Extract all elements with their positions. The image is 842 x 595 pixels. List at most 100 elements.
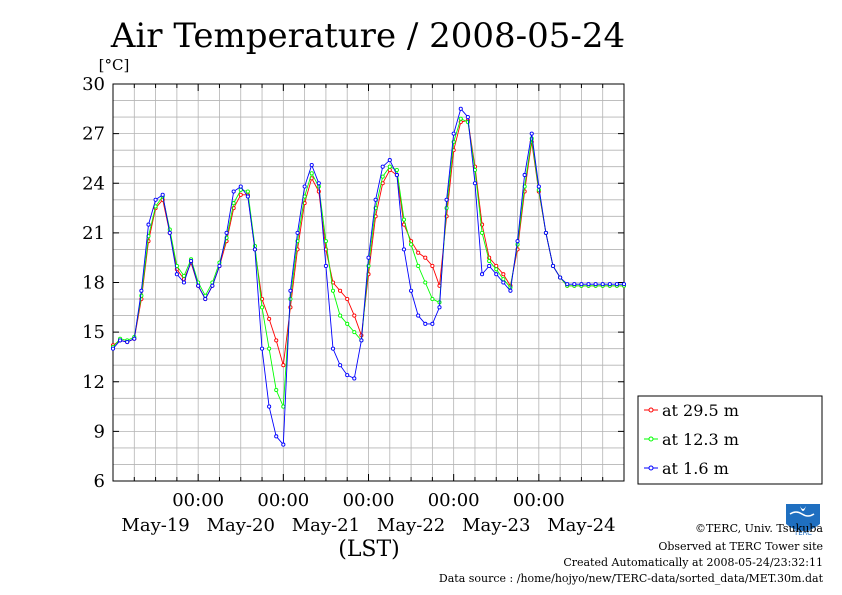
data-point xyxy=(189,258,194,264)
data-point xyxy=(238,192,243,197)
data-point xyxy=(295,230,300,235)
data-point xyxy=(259,346,265,351)
data-point xyxy=(487,263,492,269)
data-point xyxy=(401,247,407,252)
x-day-label: May-22 xyxy=(377,515,445,536)
data-point xyxy=(423,280,428,285)
data-point xyxy=(231,189,236,194)
data-point xyxy=(181,273,187,278)
data-point xyxy=(465,115,470,120)
data-point xyxy=(217,263,222,269)
data-point xyxy=(281,404,286,409)
data-point xyxy=(252,247,257,252)
data-point xyxy=(338,313,343,318)
data-point xyxy=(593,282,598,287)
y-tick-label: 15 xyxy=(82,322,105,343)
x-day-label: May-19 xyxy=(121,515,189,536)
data-point xyxy=(203,296,208,302)
data-point xyxy=(394,167,399,173)
data-point xyxy=(501,277,506,282)
data-point xyxy=(125,339,130,345)
footer-source: Data source : /home/hojyo/new/TERC-data/… xyxy=(439,572,824,585)
data-point xyxy=(586,282,591,287)
data-point xyxy=(338,363,343,368)
footer: ©TERC, Univ. Tsukuba Observed at TERC To… xyxy=(439,522,824,585)
legend-label: at 29.5 m xyxy=(662,401,739,420)
legend-swatch-marker xyxy=(648,436,654,442)
data-point xyxy=(345,296,350,302)
data-point xyxy=(380,174,385,179)
data-point xyxy=(480,272,485,277)
data-point xyxy=(373,197,378,202)
data-point xyxy=(330,346,336,351)
data-point xyxy=(416,250,421,255)
data-point xyxy=(550,263,556,269)
data-point xyxy=(430,321,435,326)
data-point xyxy=(387,164,392,169)
data-point xyxy=(267,316,272,321)
data-point xyxy=(132,336,137,341)
series-layer xyxy=(110,106,627,447)
data-point xyxy=(259,305,265,310)
legend-swatch-marker xyxy=(648,465,654,471)
data-point xyxy=(430,296,435,302)
data-point xyxy=(565,282,570,287)
data-point xyxy=(352,376,357,381)
data-point xyxy=(274,387,279,393)
y-tick-label: 21 xyxy=(82,223,105,244)
data-point xyxy=(409,288,414,293)
data-point xyxy=(352,313,357,318)
data-point xyxy=(416,263,421,269)
x-time-tick-label: 00:00 xyxy=(343,490,395,511)
data-point xyxy=(472,181,478,186)
data-point xyxy=(323,263,328,269)
data-point xyxy=(210,283,215,288)
data-point xyxy=(437,305,442,310)
x-day-label: May-20 xyxy=(207,515,275,536)
data-point xyxy=(224,230,229,235)
data-point xyxy=(494,272,499,277)
data-point xyxy=(394,172,399,178)
data-point xyxy=(274,338,279,343)
footer-created: Created Automatically at 2008-05-24/23:3… xyxy=(563,556,823,569)
data-point xyxy=(494,267,499,272)
data-point xyxy=(316,181,321,186)
data-point xyxy=(338,288,343,293)
data-point xyxy=(181,280,187,285)
data-point xyxy=(529,131,534,136)
data-point xyxy=(621,282,627,287)
logo-drop-icon xyxy=(800,506,806,511)
data-point xyxy=(487,258,492,264)
terc-logo: TERC xyxy=(786,504,820,537)
x-day-label: May-21 xyxy=(292,515,360,536)
y-tick-label: 6 xyxy=(94,471,105,492)
data-point xyxy=(508,288,513,293)
data-point xyxy=(110,346,116,351)
data-point xyxy=(281,442,286,447)
data-point xyxy=(352,330,357,335)
y-unit-label: [°C] xyxy=(99,56,130,74)
data-point xyxy=(536,184,541,189)
data-point xyxy=(416,313,421,318)
y-tick-label: 24 xyxy=(82,173,105,194)
x-day-label: May-24 xyxy=(547,515,615,536)
chart-title: Air Temperature / 2008-05-24 xyxy=(110,16,625,56)
y-tick-label: 12 xyxy=(82,372,105,393)
data-point xyxy=(494,263,499,269)
y-tick-label: 9 xyxy=(94,421,105,442)
data-point xyxy=(579,282,584,287)
x-axis-label: (LST) xyxy=(338,537,400,562)
data-point xyxy=(309,163,314,168)
data-point xyxy=(401,217,407,222)
data-point xyxy=(409,242,414,247)
data-point xyxy=(238,184,243,189)
x-time-tick-label: 00:00 xyxy=(172,490,224,511)
y-tick-label: 18 xyxy=(82,273,105,294)
data-point xyxy=(572,282,577,287)
x-time-tick-label: 00:00 xyxy=(428,490,480,511)
data-point xyxy=(139,288,144,293)
data-point xyxy=(423,255,428,260)
grid-lines xyxy=(112,83,625,482)
legend-box xyxy=(637,395,823,485)
